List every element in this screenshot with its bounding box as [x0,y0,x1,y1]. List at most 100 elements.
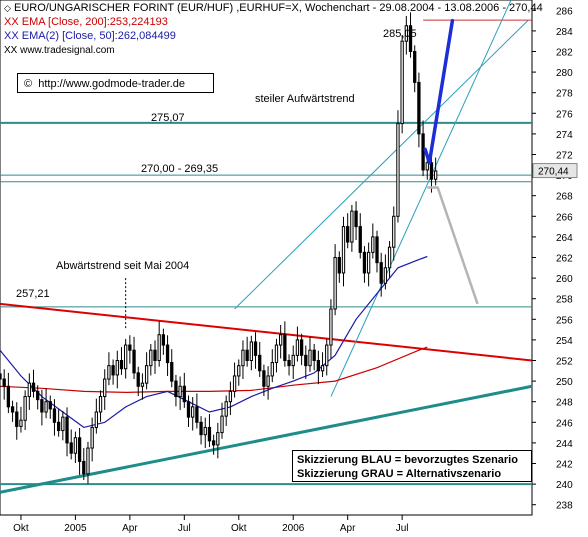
scenario-arrows [423,18,479,305]
y-tick-label: 284 [556,27,573,38]
candle-body [232,375,237,392]
candle-body [358,226,362,253]
gray-scenario-line [427,186,479,305]
last-price-box [532,163,578,179]
candle-body [115,360,119,376]
candle-body [304,354,308,367]
y-tick-label: 274 [556,130,573,141]
candle-body [98,396,103,413]
candle-body [362,251,367,274]
candle-body [379,262,383,284]
downtrend-line [0,302,533,362]
x-tick-label: Jul [396,523,409,534]
candle-body [366,251,371,274]
candle-body [103,378,107,398]
candle-body [195,406,199,423]
y-tick-label: 264 [556,233,573,244]
candle-body [291,354,295,367]
candle-body [107,365,111,380]
steep-trend-label: steiler Aufwärtstrend [255,93,355,105]
x-tick-label: 2006 [282,523,305,534]
y-tick-label: 260 [556,274,573,285]
candle-body [325,344,329,367]
candle-body [392,215,396,248]
candle-body [186,401,191,418]
candle-body [207,426,212,442]
candle-body [31,382,36,392]
candle-body [383,267,388,284]
candle-body [40,399,44,413]
candle-body [48,401,52,410]
candle-body [400,40,404,125]
candle-body [245,349,249,362]
candle-body [274,344,279,364]
candle-body [408,25,413,52]
downtrend-label: Abwärtstrend seit Mai 2004 [56,260,190,272]
candle-body [329,308,333,346]
y-tick-label: 242 [556,460,573,471]
y-tick-label: 256 [556,315,573,326]
candle-body [44,401,48,413]
candle-body [299,339,304,356]
candle-body [295,339,300,356]
y-tick-label: 244 [556,439,573,450]
candle-body [124,344,128,370]
y-tick-label: 276 [556,109,573,120]
y-axis: 238 240 242 244 246 248 250 252 254 256 258 260 262 2… [532,6,578,512]
candle-body [396,123,400,217]
candle-body [191,406,195,418]
y-tick-label: 240 [556,480,573,491]
x-tick-label: 2005 [64,523,87,534]
horizontal-levels [0,19,532,486]
candle-body [144,365,149,384]
candle-body [287,360,291,367]
scenario-legend: Skizzierung BLAU = bevorzugtes Szenario … [292,450,532,482]
candle-body [23,396,27,421]
candle-body [73,437,78,454]
candle-body [69,442,73,454]
candle-body [77,437,82,462]
candle-body [425,162,429,171]
ema50-legend: XX EMA(2) [Close, 50]:262,084499 [4,30,176,42]
candle-body [333,257,337,310]
blue-scenario-line [427,18,455,165]
support-line [0,384,533,494]
level-257-label: 257,21 [16,288,50,300]
candle-body [320,365,325,372]
legend-blue: Skizzierung BLAU = bevorzugtes Szenario [297,454,518,466]
candle-body [0,373,2,380]
y-tick-label: 252 [556,357,573,368]
candle-body [36,390,40,401]
x-tick-label: Okt [13,523,29,534]
candle-body [417,81,421,135]
candle-body [203,426,207,436]
y-tick-label: 258 [556,295,573,306]
candle-body [2,378,6,387]
candle-body [341,226,346,274]
candle-body [52,408,57,423]
candle-body [312,349,316,362]
y-tick-label: 246 [556,418,573,429]
candle-body [413,51,417,83]
candle-body [279,334,283,346]
x-tick-label: Okt [231,523,247,534]
candle-body [170,362,174,382]
candle-body [136,372,140,387]
legend-gray: Skizzierung GRAU = Alternativszenario [297,468,502,480]
candle-body [429,162,434,180]
level-270-label: 270,00 - 269,35 [141,163,219,175]
candle-body [178,385,182,398]
candle-body [157,334,161,361]
candle-body [90,426,94,449]
x-tick-label: Apr [340,523,356,534]
candle-body [111,365,115,376]
candle-body [27,382,31,398]
candle-body [65,416,69,444]
candle-body [270,362,274,377]
candle-body [253,341,258,356]
candle-body [211,440,216,446]
candle-body [199,421,203,436]
y-tick-label: 266 [556,212,573,223]
